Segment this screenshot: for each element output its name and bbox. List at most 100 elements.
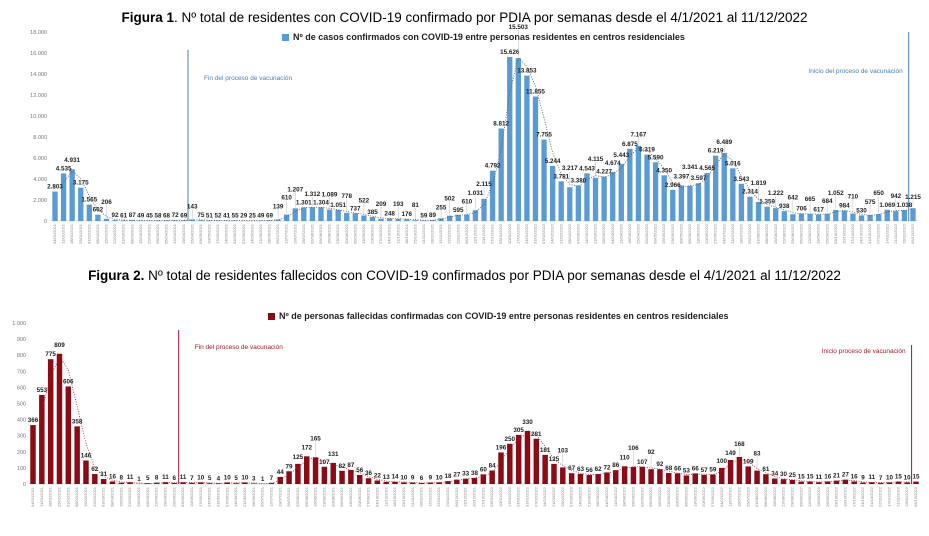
x-tick-label: 17/10/2022 [850, 223, 855, 244]
bar [378, 218, 384, 221]
data-label: 1.565 [81, 197, 97, 204]
bar [172, 220, 178, 221]
x-tick-label: 22/03/2021 [127, 486, 132, 507]
data-label: 66 [692, 465, 700, 472]
bar [489, 170, 496, 221]
x-tick-label: 21/02/2022 [558, 223, 563, 244]
bar [719, 467, 725, 484]
x-tick-label: 31/01/2022 [525, 486, 530, 507]
x-tick-label: 24/10/2022 [859, 223, 864, 244]
x-tick-label: 08/08/2022 [763, 486, 768, 507]
x-tick-label: 21/03/2022 [593, 223, 598, 244]
data-label: 3.543 [734, 176, 750, 183]
data-label: 1.819 [751, 180, 767, 187]
data-label: 1.301 [296, 199, 312, 206]
x-tick-label: 06/12/2021 [454, 486, 459, 507]
x-tick-label: 10/10/2022 [842, 486, 847, 507]
x-tick-label: 31/10/2022 [869, 486, 874, 507]
bar [92, 474, 98, 484]
x-tick-label: 10/01/2022 [498, 486, 503, 507]
data-label: 6.219 [708, 148, 724, 155]
data-label: 83 [754, 451, 762, 458]
data-label: 642 [788, 194, 799, 201]
data-label: 775 [45, 351, 56, 358]
data-label: 684 [822, 198, 833, 205]
bar [807, 214, 813, 221]
bar [386, 218, 393, 221]
bar [730, 168, 736, 221]
data-label: 172 [301, 444, 312, 451]
x-tick-label: 18/07/2022 [736, 486, 741, 507]
x-tick-label: 18/10/2021 [404, 223, 409, 244]
data-label: 72 [603, 464, 611, 471]
data-label: 650 [873, 190, 884, 197]
data-label: 82 [339, 463, 347, 470]
data-label: 63 [577, 466, 585, 473]
bar [910, 208, 916, 221]
data-label: 22 [374, 472, 382, 479]
x-tick-label: 05/12/2022 [910, 223, 915, 244]
bar [127, 482, 133, 484]
data-label: 522 [359, 198, 370, 205]
x-tick-label: 11/01/2021 [61, 223, 66, 243]
bar [162, 482, 169, 484]
data-label: 602 [93, 207, 104, 214]
bar [83, 460, 89, 484]
x-tick-label: 19/04/2021 [163, 486, 168, 507]
data-label: 4.792 [485, 163, 501, 170]
data-label: 502 [444, 196, 455, 203]
data-label: 56 [356, 467, 364, 474]
y-tick-label: 12.000 [30, 93, 47, 99]
data-label: 255 [436, 204, 447, 211]
data-label: 10 [241, 474, 249, 481]
x-tick-label: 28/02/2022 [560, 486, 565, 507]
data-label: 69 [180, 212, 188, 219]
x-tick-label: 20/09/2021 [357, 486, 362, 507]
data-label: 33 [462, 471, 470, 478]
x-tick-label: 16/08/2021 [313, 486, 318, 507]
data-label: 575 [865, 199, 876, 206]
x-tick-label: 04/10/2021 [387, 223, 392, 244]
x-tick-label: 15/11/2021 [438, 223, 443, 243]
y-tick-label: 0 [44, 219, 47, 225]
bar [627, 148, 633, 221]
x-tick-label: 14/03/2022 [584, 223, 589, 244]
bar [701, 474, 707, 484]
x-tick-label: 01/02/2021 [86, 223, 91, 244]
x-tick-label: 06/09/2021 [352, 223, 357, 244]
bar [330, 462, 336, 484]
x-tick-label: 14/02/2022 [550, 223, 555, 244]
data-label: 56 [586, 467, 594, 474]
data-label: 710 [848, 194, 859, 201]
x-tick-label: 24/05/2021 [207, 486, 212, 507]
x-tick-label: 14/11/2022 [887, 486, 892, 506]
bar [592, 177, 599, 221]
bar [798, 481, 804, 484]
data-label: 4.535 [56, 165, 72, 172]
bar [869, 482, 875, 484]
x-tick-label: 18/04/2022 [622, 486, 627, 507]
bar [893, 211, 899, 221]
x-tick-label: 05/12/2022 [913, 486, 918, 507]
data-label: 1.222 [768, 190, 784, 197]
data-label: 8.812 [493, 120, 509, 127]
bar [454, 479, 460, 484]
data-label: 4.565 [699, 165, 715, 172]
data-label: 51 [206, 212, 214, 219]
bar [764, 206, 770, 221]
bar [455, 214, 461, 221]
data-label: 4 [217, 475, 221, 482]
data-label: 250 [505, 436, 516, 443]
x-tick-label: 11/07/2022 [728, 486, 733, 506]
x-tick-label: 22/03/2021 [146, 223, 151, 244]
x-tick-label: 01/08/2022 [754, 486, 759, 507]
bar [145, 483, 151, 484]
data-label: 15 [807, 474, 815, 481]
x-tick-label: 24/01/2022 [524, 223, 529, 244]
bar [301, 207, 307, 221]
bar [683, 475, 690, 484]
data-label: 3.175 [73, 180, 89, 187]
bar [374, 480, 381, 484]
data-label: 4.931 [64, 157, 80, 164]
